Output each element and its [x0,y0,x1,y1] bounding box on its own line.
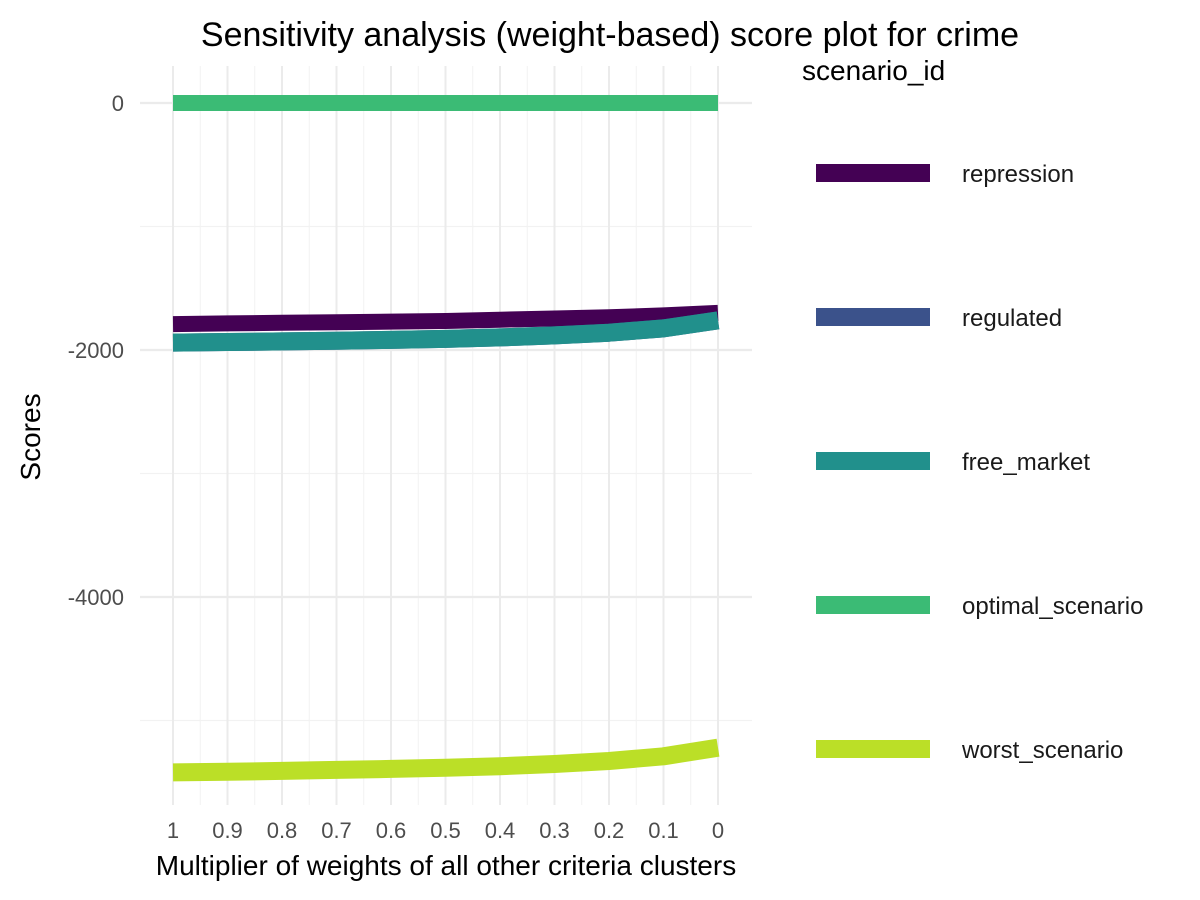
x-tick-label: 1 [167,818,179,843]
chart-title: Sensitivity analysis (weight-based) scor… [201,16,1019,54]
x-tick-label: 0.2 [594,818,625,843]
legend-label-worst-scenario: worst_scenario [961,737,1123,764]
legend-label-free-market: free_market [962,449,1090,476]
legend-label-repression: repression [962,161,1074,188]
x-axis-ticks: 1 0.9 0.8 0.7 0.6 0.5 0.4 0.3 0.2 0.1 0 [167,818,724,843]
y-tick-label: -2000 [68,338,124,363]
y-tick-label: -4000 [68,585,124,610]
y-axis-title: Scores [15,393,46,480]
x-tick-label: 0.7 [321,818,352,843]
x-tick-label: 0.8 [267,818,298,843]
x-tick-label: 0.3 [539,818,570,843]
y-tick-label: 0 [112,91,124,116]
x-axis-title: Multiplier of weights of all other crite… [156,850,736,881]
x-tick-label: 0.9 [212,818,243,843]
legend-title: scenario_id [802,55,945,86]
legend-label-optimal-scenario: optimal_scenario [962,593,1143,620]
legend: scenario_id repression regulated free_mark… [802,55,1143,764]
series-line-repression [172,304,719,333]
series-layer [172,95,720,782]
legend-label-regulated: regulated [962,305,1062,332]
series-line-worst-scenario [172,738,720,782]
x-tick-label: 0.4 [485,818,516,843]
x-tick-label: 0 [712,818,724,843]
y-axis-ticks: 0 -2000 -4000 [68,91,124,610]
grid [140,66,752,805]
x-tick-label: 0.1 [648,818,679,843]
x-tick-label: 0.5 [430,818,461,843]
series-line-free-market [172,311,720,352]
x-tick-label: 0.6 [376,818,407,843]
